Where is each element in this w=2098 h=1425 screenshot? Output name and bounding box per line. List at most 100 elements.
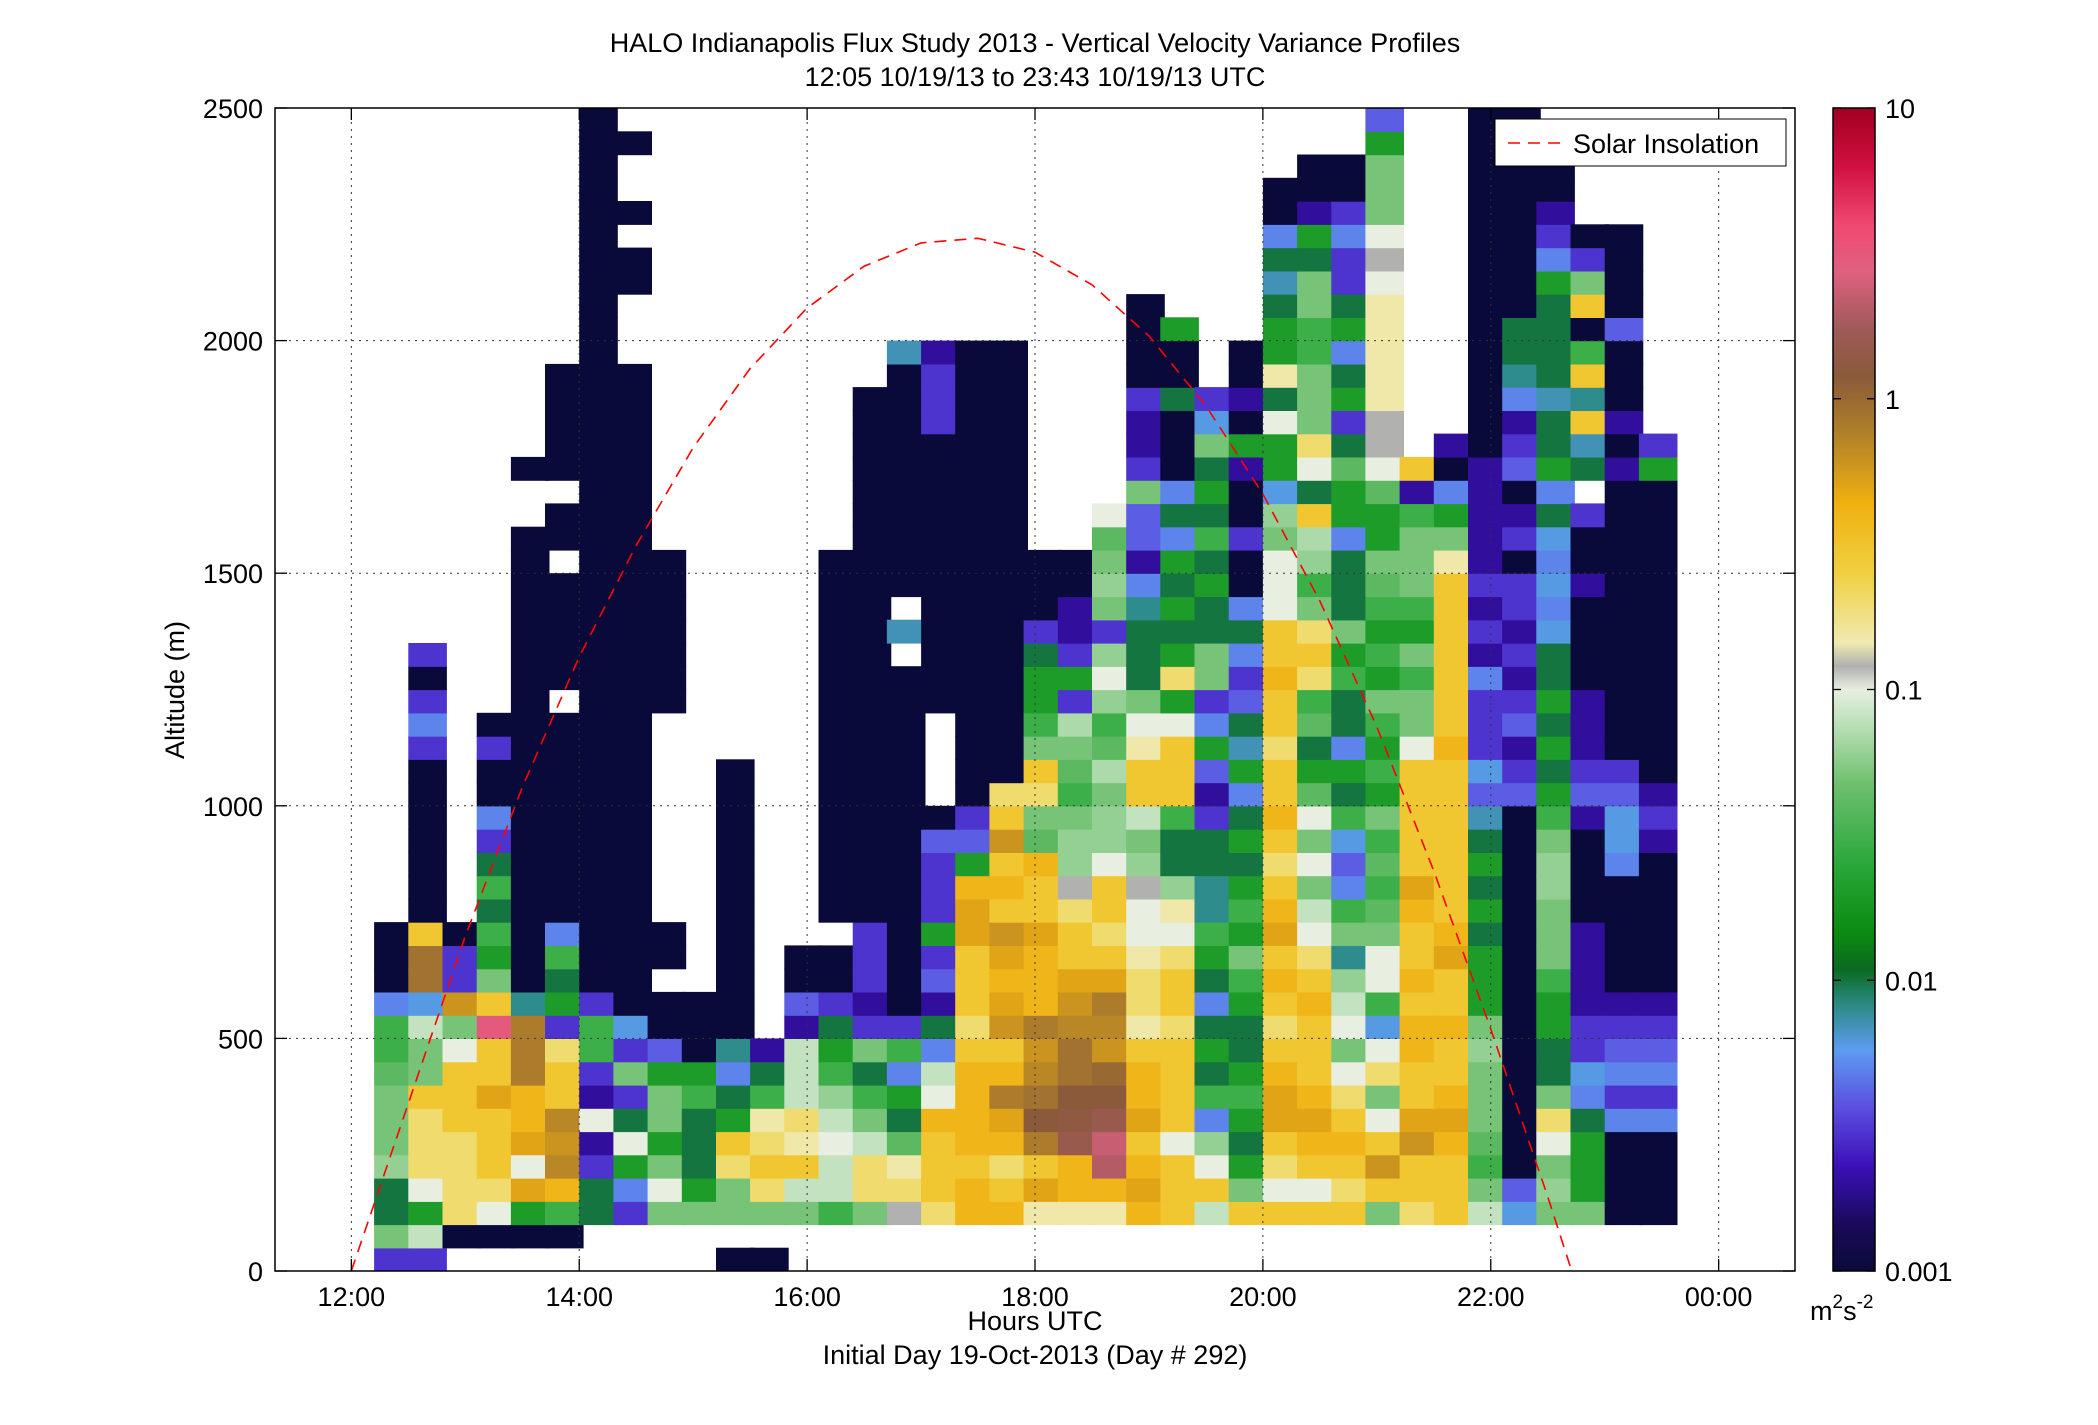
heatmap-cell <box>989 503 1028 528</box>
heatmap-cell <box>1365 433 1404 458</box>
heatmap-cell <box>1536 224 1575 249</box>
heatmap-cell <box>545 759 584 784</box>
heatmap-cell <box>1570 1015 1610 1039</box>
heatmap-cell <box>989 1061 1028 1086</box>
heatmap-cell <box>579 410 618 435</box>
heatmap-cell <box>1468 410 1507 435</box>
heatmap-cell <box>1604 945 1644 970</box>
heatmap-cell <box>613 759 652 784</box>
heatmap-cell <box>1399 875 1439 900</box>
heatmap-cell <box>818 945 858 970</box>
heatmap-cell <box>1297 480 1336 505</box>
heatmap-cell <box>408 922 447 946</box>
heatmap-cell <box>1194 875 1234 900</box>
heatmap-cell <box>1126 666 1165 691</box>
heatmap-cell <box>886 852 926 877</box>
heatmap-cell <box>442 1108 482 1133</box>
heatmap-cell <box>989 456 1028 481</box>
heatmap-cell <box>716 1084 755 1109</box>
heatmap-cell <box>716 1131 755 1156</box>
heatmap-cell <box>408 805 447 830</box>
heatmap-cell <box>613 852 652 877</box>
heatmap-cell <box>1365 829 1404 853</box>
heatmap-cell <box>921 596 960 621</box>
heatmap-cell <box>1365 363 1404 388</box>
heatmap-cell <box>955 643 994 667</box>
heatmap-cell <box>886 968 926 993</box>
heatmap-cell <box>1536 852 1575 877</box>
heatmap-cell <box>1331 526 1370 551</box>
heatmap-cell <box>579 526 618 551</box>
heatmap-cell <box>579 1178 618 1202</box>
x-axis-ticks: 12:00 14:00 16:00 18:00 20:00 22:00 00:00 <box>318 108 1752 1312</box>
heatmap-cell <box>579 759 618 784</box>
heatmap-cell <box>681 1201 721 1226</box>
heatmap-cell <box>1570 968 1610 993</box>
heatmap-cell <box>852 596 892 621</box>
heatmap-cell <box>1297 270 1336 295</box>
heatmap-cell <box>1160 1131 1199 1156</box>
heatmap-cell <box>545 712 584 737</box>
heatmap-cell <box>1092 1084 1131 1109</box>
heatmap-cell <box>1262 1038 1302 1063</box>
heatmap-cell <box>1502 1015 1541 1039</box>
heatmap-cell <box>613 736 652 760</box>
heatmap-cell <box>1331 712 1370 737</box>
heatmap-cell <box>784 1178 823 1202</box>
heatmap-cell <box>613 922 652 946</box>
heatmap-cell <box>716 852 755 877</box>
heatmap-cell <box>989 829 1028 853</box>
heatmap-cell <box>1194 945 1234 970</box>
heatmap-cell <box>1399 596 1439 621</box>
heatmap-cell <box>1502 736 1541 760</box>
heatmap-cell <box>545 666 584 691</box>
heatmap-cell <box>921 1061 960 1086</box>
heatmap-cell <box>647 922 687 946</box>
heatmap-cell <box>1194 1108 1234 1133</box>
heatmap-cell <box>1023 805 1063 830</box>
heatmap-cell <box>921 410 960 435</box>
heatmap-cell <box>1262 549 1302 574</box>
heatmap-cell <box>1570 1201 1610 1226</box>
heatmap-cell <box>818 643 858 667</box>
heatmap-cell <box>955 805 994 830</box>
heatmap-cell <box>1262 503 1302 528</box>
heatmap-cell <box>1057 898 1097 923</box>
heatmap-cell <box>1228 922 1268 946</box>
heatmap-cell <box>1262 596 1302 621</box>
heatmap-cell <box>716 782 755 807</box>
heatmap-cell <box>545 526 584 551</box>
y-tick-label: 0 <box>248 1257 263 1287</box>
heatmap-cell <box>818 829 858 853</box>
heatmap-cell <box>921 340 960 365</box>
heatmap-cell <box>579 224 618 249</box>
heatmap-cell <box>1570 549 1610 574</box>
heatmap-cell <box>1468 503 1507 528</box>
heatmap-cell <box>1399 782 1439 807</box>
heatmap-cell <box>1160 1038 1199 1063</box>
heatmap-cell <box>1433 1178 1473 1202</box>
heatmap-cell <box>1502 829 1541 853</box>
heatmap-cell <box>1604 456 1644 481</box>
heatmap-cell <box>1433 1154 1473 1179</box>
heatmap-cell <box>921 1015 960 1039</box>
heatmap-cell <box>1297 201 1336 225</box>
heatmap-cell <box>1194 480 1234 505</box>
heatmap-cell <box>1331 875 1370 900</box>
heatmap-cell <box>716 1201 755 1226</box>
heatmap-cell <box>1536 270 1575 295</box>
heatmap-cell <box>681 1061 721 1086</box>
heatmap-cell <box>1126 549 1165 574</box>
heatmap-cell <box>852 1015 892 1039</box>
heatmap-cell <box>955 1201 994 1226</box>
heatmap-cell <box>716 1061 755 1086</box>
heatmap-cell <box>613 131 652 156</box>
heatmap-cell <box>1057 991 1097 1016</box>
heatmap-cell <box>1468 1131 1507 1156</box>
heatmap-cell <box>374 1015 413 1039</box>
y-tick-label: 1500 <box>203 559 263 589</box>
heatmap-cell <box>1502 922 1541 946</box>
heatmap-cell <box>1228 1015 1268 1039</box>
heatmap-cell <box>476 759 516 784</box>
heatmap-cell <box>1057 643 1097 667</box>
